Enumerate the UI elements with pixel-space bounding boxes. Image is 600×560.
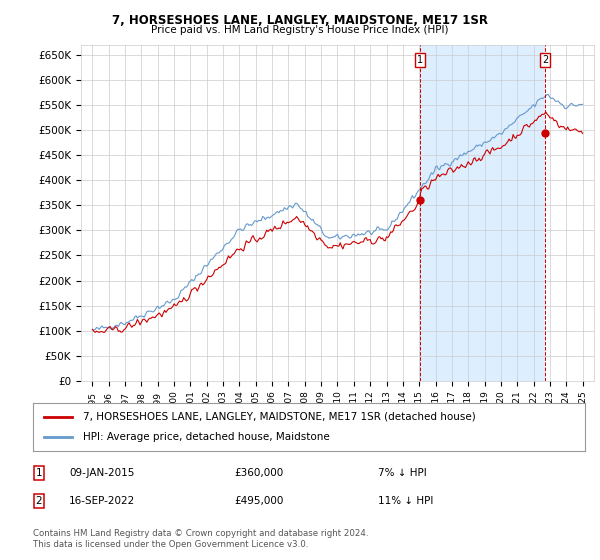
Text: Contains HM Land Registry data © Crown copyright and database right 2024.
This d: Contains HM Land Registry data © Crown c… [33, 529, 368, 549]
Text: 2: 2 [542, 55, 548, 65]
Text: 16-SEP-2022: 16-SEP-2022 [69, 496, 135, 506]
Text: 1: 1 [416, 55, 423, 65]
Text: £495,000: £495,000 [234, 496, 283, 506]
Bar [419, 45, 545, 381]
Text: HPI: Average price, detached house, Maidstone: HPI: Average price, detached house, Maid… [83, 432, 329, 442]
Text: 11% ↓ HPI: 11% ↓ HPI [378, 496, 433, 506]
Text: 7, HORSESHOES LANE, LANGLEY, MAIDSTONE, ME17 1SR: 7, HORSESHOES LANE, LANGLEY, MAIDSTONE, … [112, 14, 488, 27]
Text: Price paid vs. HM Land Registry's House Price Index (HPI): Price paid vs. HM Land Registry's House … [151, 25, 449, 35]
Text: 7, HORSESHOES LANE, LANGLEY, MAIDSTONE, ME17 1SR (detached house): 7, HORSESHOES LANE, LANGLEY, MAIDSTONE, … [83, 412, 475, 422]
Text: 2: 2 [35, 496, 43, 506]
Text: 1: 1 [35, 468, 43, 478]
Text: 7% ↓ HPI: 7% ↓ HPI [378, 468, 427, 478]
Text: 09-JAN-2015: 09-JAN-2015 [69, 468, 134, 478]
Text: £360,000: £360,000 [234, 468, 283, 478]
